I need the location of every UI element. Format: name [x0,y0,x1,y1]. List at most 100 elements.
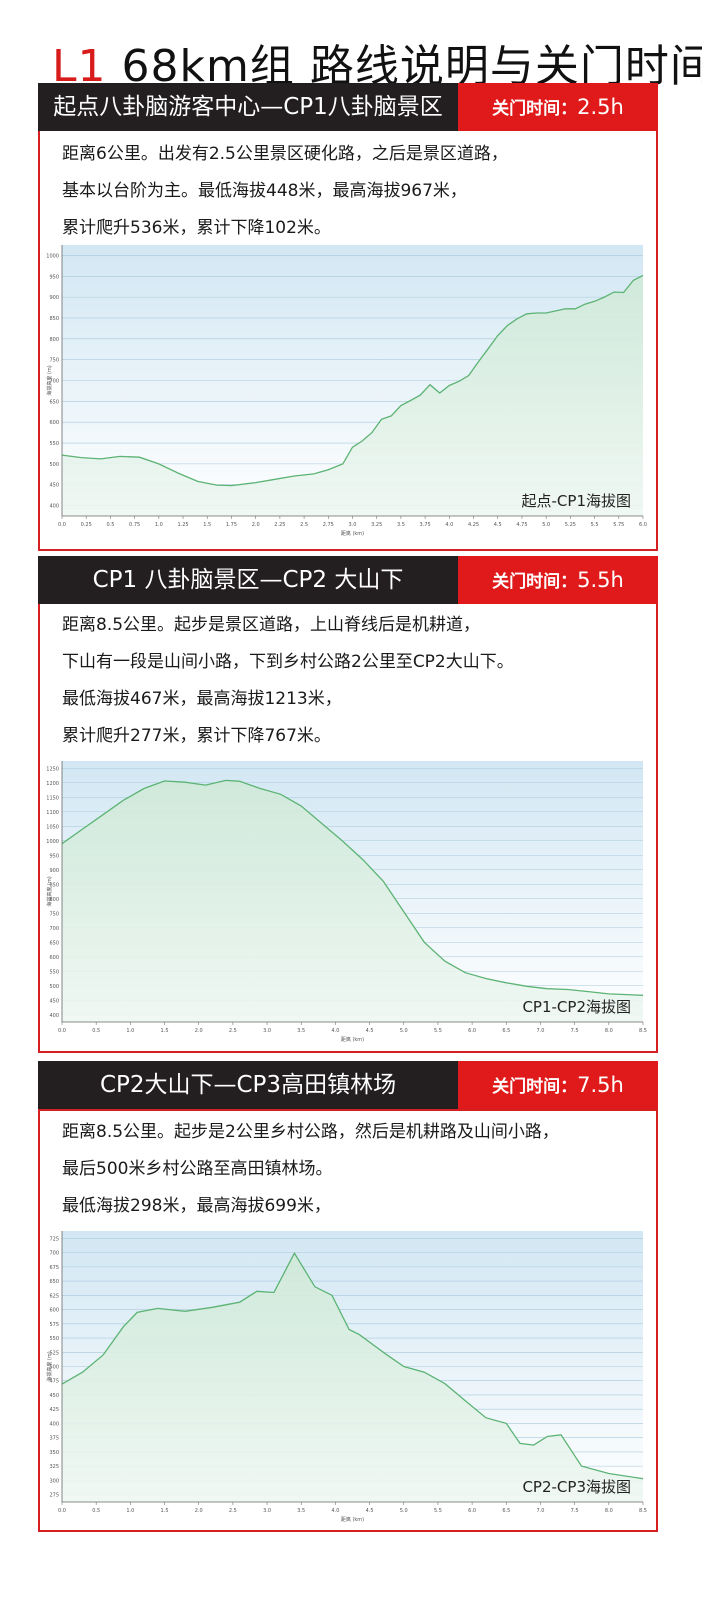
elevation-area [62,1253,643,1502]
section-2-heading: CP1 八卦脑景区—CP2 大山下 [38,556,458,604]
y-tick-label: 450 [49,1393,59,1399]
y-tick-label: 600 [49,1308,59,1314]
elevation-chart-3-svg: 275 300 325 350 375 400 425 450 475 500 525 550 575 6… [46,1231,647,1523]
x-tick-label: 3.0 [349,522,357,528]
chart-caption: 起点-CP1海拔图 [522,492,631,510]
y-tick-label: 375 [49,1436,59,1442]
x-tick-label: 6.0 [639,522,647,528]
y-tick-label: 750 [49,358,59,364]
y-axis-label: 海拔高度 (m) [46,365,53,395]
x-tick-label: 3.25 [371,522,382,528]
y-axis-label: 海拔高度 (m) [46,1351,53,1381]
close-time-label: 关门时间： [492,572,578,592]
y-tick-label: 550 [49,1336,59,1342]
y-tick-label: 400 [49,504,59,510]
x-tick-label: 4.0 [331,1028,339,1034]
y-tick-label: 300 [49,1478,59,1484]
x-tick-label: 1.0 [126,1508,134,1514]
elevation-line [61,1251,644,1480]
section-1-description: 距离6公里。出发有2.5公里景区硬化路，之后是景区道路， 基本以台阶为主。最低海… [62,136,508,247]
y-tick-label: 725 [49,1236,59,1242]
x-tick-label: 7.0 [536,1508,544,1514]
x-tick-label: 8.0 [605,1028,613,1034]
y-tick-label: 800 [49,337,59,343]
y-tick-label: 700 [49,379,59,385]
y-tick-label: 600 [49,955,59,961]
y-tick-label: 550 [49,969,59,975]
x-tick-label: 6.0 [468,1028,476,1034]
x-tick-label: 7.0 [536,1028,544,1034]
x-tick-label: 7.5 [571,1028,579,1034]
x-tick-label: 0.5 [106,522,114,528]
description-line: 距离6公里。出发有2.5公里景区硬化路，之后是景区道路， [62,144,508,164]
x-tick-label: 2.75 [323,522,334,528]
x-tick-label: 8.5 [639,1508,647,1514]
description-line: 累计爬升536米，累计下降102米。 [62,218,331,238]
x-tick-label: 0.5 [92,1028,100,1034]
x-tick-label: 2.5 [300,522,308,528]
x-tick-label: 3.5 [397,522,405,528]
close-time-value: 5.5h [577,568,624,592]
x-tick-label: 5.5 [591,522,599,528]
section-3-description: 距离8.5公里。起步是2公里乡村公路，然后是机耕路及山间小路， 最后500米乡村… [62,1114,559,1225]
y-tick-label: 550 [49,441,59,447]
y-tick-label: 700 [49,1251,59,1257]
x-tick-label: 4.0 [445,522,453,528]
y-tick-label: 850 [49,882,59,888]
x-axis-label: 距离 (km) [341,1516,364,1523]
x-tick-label: 1.25 [177,522,188,528]
y-tick-label: 1000 [46,839,59,845]
chart-caption: CP2-CP3海拔图 [522,1478,631,1496]
elevation-chart-1: 400 450 500 550 600 650 700 750 800 850 900 950 1000… [46,243,651,538]
close-time-value: 2.5h [577,95,624,119]
x-tick-label: 5.5 [434,1028,442,1034]
elevation-line [61,779,644,996]
y-tick-label: 500 [49,984,59,990]
description-line: 累计爬升277米，累计下降767米。 [62,726,331,746]
elevation-area [62,780,643,1022]
x-tick-label: 3.5 [297,1508,305,1514]
section-1-heading: 起点八卦脑游客中心—CP1八卦脑景区 [38,83,458,131]
description-line: 最低海拔298米，最高海拔699米， [62,1196,331,1216]
x-tick-label: 1.5 [161,1028,169,1034]
x-tick-label: 1.75 [226,522,237,528]
y-tick-label: 1250 [46,766,59,772]
x-tick-label: 6.5 [502,1508,510,1514]
x-tick-label: 0.75 [129,522,140,528]
description-line: 最后500米乡村公路至高田镇林场。 [62,1159,333,1179]
x-tick-label: 5.0 [400,1508,408,1514]
description-line: 距离8.5公里。起步是2公里乡村公路，然后是机耕路及山间小路， [62,1122,559,1142]
y-tick-label: 275 [49,1493,59,1499]
x-tick-label: 7.5 [571,1508,579,1514]
x-tick-label: 0.25 [81,522,92,528]
y-tick-label: 400 [49,1421,59,1427]
section-3-heading: CP2大山下—CP3高田镇林场 [38,1061,458,1109]
x-tick-label: 5.5 [434,1508,442,1514]
x-tick-label: 6.0 [468,1508,476,1514]
x-tick-label: 1.5 [161,1508,169,1514]
x-tick-label: 4.5 [366,1508,374,1514]
x-tick-label: 2.0 [252,522,260,528]
section-2-header: CP1 八卦脑景区—CP2 大山下 关门时间：5.5h [38,556,658,604]
y-tick-label: 600 [49,420,59,426]
x-tick-label: 5.25 [565,522,576,528]
y-tick-label: 325 [49,1464,59,1470]
x-tick-label: 0.5 [92,1508,100,1514]
x-tick-label: 4.0 [331,1508,339,1514]
y-tick-label: 450 [49,998,59,1004]
y-tick-label: 1100 [46,810,59,816]
x-tick-label: 0.0 [58,1028,66,1034]
x-tick-label: 4.5 [366,1028,374,1034]
y-tick-label: 475 [49,1379,59,1385]
elevation-chart-3: 275 300 325 350 375 400 425 450 475 500 525 550 575 6… [46,1229,651,1524]
x-tick-label: 3.0 [263,1028,271,1034]
description-line: 距离8.5公里。起步是景区道路，上山脊线后是机耕道， [62,615,481,635]
x-tick-label: 2.5 [229,1028,237,1034]
y-tick-label: 525 [49,1350,59,1356]
elevation-chart-2-svg: 400 450 500 550 600 650 700 750 800 850 900 950 1000… [46,761,647,1043]
x-tick-label: 5.75 [613,522,624,528]
x-tick-label: 3.75 [420,522,431,528]
x-tick-label: 2.5 [229,1508,237,1514]
x-tick-label: 0.0 [58,522,66,528]
y-tick-label: 900 [49,868,59,874]
